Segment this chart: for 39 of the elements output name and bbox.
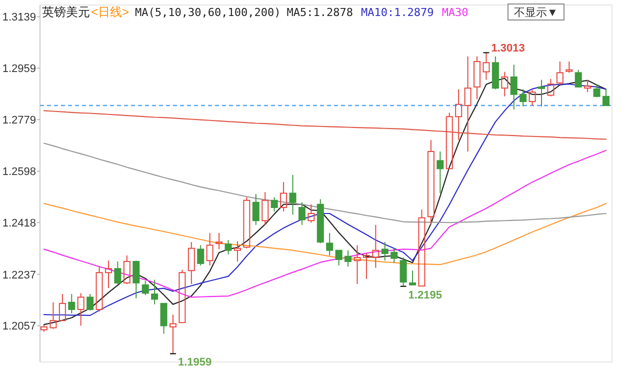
- text: MA30: [442, 6, 468, 19]
- line-series: [43, 142, 607, 224]
- annotation: 不显示▼: [514, 7, 558, 19]
- annotation: 1.1959: [178, 356, 212, 369]
- candlestick: [289, 174, 296, 216]
- candlestick: [427, 140, 434, 226]
- y-tick-label: 1.2237: [2, 269, 36, 282]
- annotation: MA(5,10,30,60,100,200): [135, 6, 281, 19]
- candlestick: [188, 242, 195, 285]
- candlestick: [151, 279, 158, 305]
- y-tick-label: 1.2779: [2, 114, 36, 127]
- candlestick: [234, 240, 241, 262]
- candlestick: [354, 244, 361, 285]
- candlestick: [104, 260, 112, 289]
- y-tick-label: 1.2598: [2, 166, 36, 178]
- candlestick: [372, 224, 380, 268]
- annotation: 1.2195: [408, 289, 442, 302]
- y-tick-label: 1.2959: [2, 63, 36, 76]
- candlestick: [510, 64, 518, 110]
- candlestick: [482, 52, 490, 80]
- chart-title: 英镑美元: [42, 5, 90, 19]
- y-tick-label: 1.3139: [2, 12, 36, 24]
- y-tick-label: 1.2418: [2, 218, 36, 230]
- line-series: [43, 110, 607, 140]
- candlestick: [262, 192, 269, 226]
- y-tick-label: 1.2057: [2, 320, 36, 333]
- candlestick: [436, 151, 444, 194]
- text: MA5:1.2878: [286, 6, 353, 19]
- line-series: [43, 150, 607, 298]
- candlestick: [381, 242, 388, 262]
- chart-subtitle: <日线>: [91, 5, 130, 19]
- candlestick: [464, 56, 472, 152]
- text: MA10:1.2879: [360, 6, 434, 19]
- candlestick: [455, 88, 462, 141]
- annotation: 1.3013: [491, 42, 525, 55]
- candlestick: [169, 314, 176, 354]
- candlestick: [252, 194, 260, 226]
- candlestick: [538, 79, 546, 107]
- candlestick: [206, 232, 214, 266]
